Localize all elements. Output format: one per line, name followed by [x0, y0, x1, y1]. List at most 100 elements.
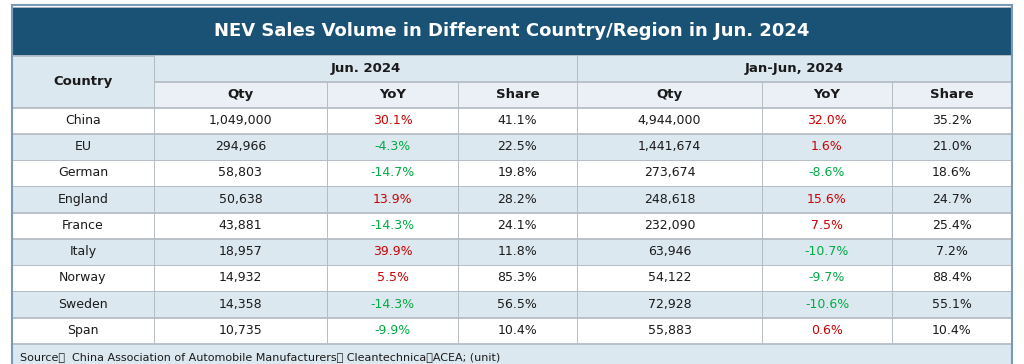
Text: Italy: Italy: [70, 245, 96, 258]
Text: NEV Sales Volume in Different Country/Region in Jun. 2024: NEV Sales Volume in Different Country/Re…: [214, 22, 810, 40]
Bar: [578, 186, 762, 212]
Text: -9.7%: -9.7%: [809, 272, 845, 285]
Text: -10.7%: -10.7%: [805, 245, 849, 258]
Text: 63,946: 63,946: [648, 245, 691, 258]
Text: -14.3%: -14.3%: [371, 298, 415, 311]
Text: 43,881: 43,881: [218, 219, 262, 232]
Text: EU: EU: [75, 140, 91, 153]
Text: 41.1%: 41.1%: [498, 114, 538, 127]
Text: YoY: YoY: [813, 88, 841, 101]
Bar: [154, 186, 328, 212]
Bar: [328, 318, 458, 343]
Bar: [578, 265, 762, 291]
Text: 19.8%: 19.8%: [498, 166, 538, 179]
Text: France: France: [62, 219, 103, 232]
Text: 56.5%: 56.5%: [498, 298, 538, 311]
Bar: [578, 239, 762, 265]
Bar: [458, 82, 578, 107]
Bar: [12, 160, 154, 186]
Text: 55,883: 55,883: [647, 324, 691, 337]
Text: 10,735: 10,735: [218, 324, 262, 337]
Bar: [458, 108, 578, 133]
Text: 10.4%: 10.4%: [932, 324, 972, 337]
Bar: [458, 292, 578, 317]
Text: YoY: YoY: [379, 88, 406, 101]
Text: 1,441,674: 1,441,674: [638, 140, 701, 153]
Text: 7.2%: 7.2%: [936, 245, 968, 258]
Text: -14.3%: -14.3%: [371, 219, 415, 232]
Text: Source：  China Association of Automobile Manufacturers、 Cleantechnica和ACEA; (uni: Source： China Association of Automobile …: [20, 352, 501, 362]
Text: Share: Share: [930, 88, 974, 101]
Text: 18.6%: 18.6%: [932, 166, 972, 179]
Text: 0.6%: 0.6%: [811, 324, 843, 337]
Bar: [762, 292, 892, 317]
Text: Norway: Norway: [59, 272, 106, 285]
Bar: [12, 108, 154, 133]
Bar: [892, 108, 1012, 133]
Bar: [458, 213, 578, 238]
Text: China: China: [66, 114, 100, 127]
Bar: [578, 318, 762, 343]
Text: Country: Country: [53, 75, 113, 88]
Bar: [154, 134, 328, 159]
Text: 35.2%: 35.2%: [932, 114, 972, 127]
Text: -8.6%: -8.6%: [809, 166, 845, 179]
Bar: [578, 134, 762, 159]
Bar: [892, 239, 1012, 265]
Bar: [578, 292, 762, 317]
Bar: [12, 265, 154, 291]
Bar: [12, 292, 154, 317]
Bar: [154, 108, 328, 133]
Text: 72,928: 72,928: [648, 298, 691, 311]
Text: 30.1%: 30.1%: [373, 114, 413, 127]
Bar: [458, 265, 578, 291]
Text: 21.0%: 21.0%: [932, 140, 972, 153]
Text: -10.6%: -10.6%: [805, 298, 849, 311]
Bar: [328, 213, 458, 238]
Bar: [328, 82, 458, 107]
Text: 39.9%: 39.9%: [373, 245, 413, 258]
Text: England: England: [57, 193, 109, 206]
Bar: [154, 292, 328, 317]
Bar: [892, 82, 1012, 107]
Text: 18,957: 18,957: [218, 245, 262, 258]
Text: 13.9%: 13.9%: [373, 193, 413, 206]
Bar: [578, 82, 762, 107]
Bar: [154, 239, 328, 265]
Bar: [892, 292, 1012, 317]
Bar: [328, 160, 458, 186]
Bar: [762, 213, 892, 238]
Text: 22.5%: 22.5%: [498, 140, 538, 153]
Bar: [892, 213, 1012, 238]
Bar: [12, 56, 154, 107]
Text: German: German: [57, 166, 108, 179]
Bar: [154, 55, 578, 81]
Text: 32.0%: 32.0%: [807, 114, 847, 127]
Bar: [458, 318, 578, 343]
Bar: [458, 160, 578, 186]
Text: 14,932: 14,932: [219, 272, 262, 285]
Text: 11.8%: 11.8%: [498, 245, 538, 258]
Bar: [578, 108, 762, 133]
Text: 24.1%: 24.1%: [498, 219, 538, 232]
Bar: [12, 134, 154, 159]
Text: 28.2%: 28.2%: [498, 193, 538, 206]
Text: 10.4%: 10.4%: [498, 324, 538, 337]
Text: 248,618: 248,618: [644, 193, 695, 206]
Bar: [328, 239, 458, 265]
Bar: [892, 160, 1012, 186]
Text: 25.4%: 25.4%: [932, 219, 972, 232]
Bar: [578, 213, 762, 238]
Text: 7.5%: 7.5%: [811, 219, 843, 232]
Bar: [762, 82, 892, 107]
Bar: [12, 213, 154, 238]
Bar: [154, 213, 328, 238]
Bar: [154, 82, 328, 107]
Text: Qty: Qty: [656, 88, 683, 101]
Bar: [458, 134, 578, 159]
Bar: [578, 55, 1012, 81]
Bar: [328, 292, 458, 317]
Bar: [762, 318, 892, 343]
Bar: [328, 265, 458, 291]
Text: 1,049,000: 1,049,000: [209, 114, 272, 127]
